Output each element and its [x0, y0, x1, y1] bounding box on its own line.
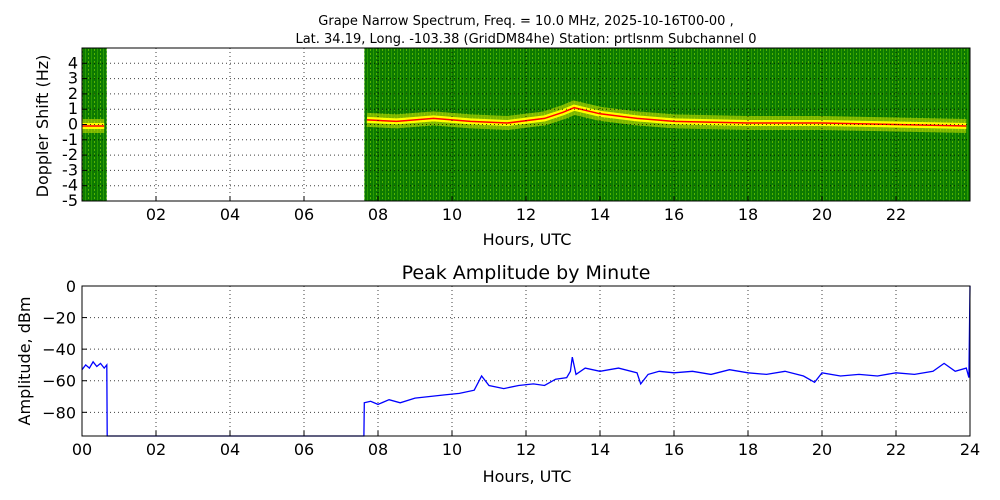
spectrogram-title-line2: Lat. 34.19, Long. -103.38 (GridDM84he) S…: [295, 32, 756, 47]
amplitude-x-tick-label: 08: [368, 440, 388, 459]
amplitude-y-tick-label: −20: [42, 309, 76, 328]
spectrogram-y-tick-label: -2: [62, 145, 78, 164]
spectrogram-x-tick-label: 22: [886, 205, 906, 224]
spectrogram-y-tick-label: -5: [62, 191, 78, 210]
spectrogram-x-tick-label: 20: [812, 205, 832, 224]
spectrogram-y-tick-label: 1: [68, 99, 78, 118]
spectrogram-x-tick-label: 06: [294, 205, 314, 224]
spectrogram-y-tick-label: 3: [68, 69, 78, 88]
amplitude-y-tick-label: −40: [42, 340, 76, 359]
spectrogram-data-gap: [106, 48, 365, 201]
amplitude-frame: [81, 285, 971, 437]
amplitude-x-tick-label: 14: [590, 440, 610, 459]
amplitude-x-tick-label: 06: [294, 440, 314, 459]
amplitude-x-tick-label: 22: [886, 440, 906, 459]
amplitude-title: Peak Amplitude by Minute: [402, 262, 651, 284]
spectrogram-x-tick-label: 12: [516, 205, 536, 224]
amplitude-x-tick-label: 02: [146, 440, 166, 459]
amplitude-x-tick-label: 10: [442, 440, 462, 459]
amplitude-x-tick-label: 00: [72, 440, 92, 459]
amplitude-x-tick-label: 04: [220, 440, 240, 459]
spectrogram-x-tick-label: 18: [738, 205, 758, 224]
spectrogram-x-axis-label: Hours, UTC: [483, 230, 572, 249]
spectrogram-y-tick-label: -3: [62, 160, 78, 179]
amplitude-y-tick-label: −80: [42, 403, 76, 422]
amplitude-x-tick-label: 24: [960, 440, 980, 459]
spectrogram-y-tick-label: -1: [62, 130, 78, 149]
spectrogram-y-tick-label: 0: [68, 115, 78, 134]
amplitude-x-tick-label: 12: [516, 440, 536, 459]
amplitude-y-axis-label: Amplitude, dBm: [15, 297, 34, 426]
spectrogram-x-tick-label: 16: [664, 205, 684, 224]
amplitude-x-tick-label: 16: [664, 440, 684, 459]
doppler-trace: [366, 106, 967, 127]
spectrogram-x-tick-label: 08: [368, 205, 388, 224]
spectrogram-x-tick-label: 02: [146, 205, 166, 224]
amplitude-y-tick-label: 0: [66, 277, 76, 296]
spectrogram-y-tick-label: 4: [68, 53, 78, 72]
spectrogram-x-tick-label: 10: [442, 205, 462, 224]
spectrogram-y-tick-label: 2: [68, 84, 78, 103]
spectrogram-title-line1: Grape Narrow Spectrum, Freq. = 10.0 MHz,…: [318, 14, 733, 29]
amplitude-panel: Peak Amplitude by Minute 00 02 04 06 08 10 12 1…: [15, 262, 980, 486]
amplitude-x-tick-label: 20: [812, 440, 832, 459]
amplitude-plot-area: 00 02 04 06 08 10 12 14 16 18 20 22 24 0 −20 −40 −60 −80: [42, 277, 980, 459]
spectrogram-x-tick-label: 04: [220, 205, 240, 224]
amplitude-series-line: [81, 285, 971, 437]
spectrogram-panel: Grape Narrow Spectrum, Freq. = 10.0 MHz,…: [33, 14, 971, 249]
amplitude-x-axis-label: Hours, UTC: [483, 467, 572, 486]
amplitude-x-tick-label: 18: [738, 440, 758, 459]
spectrogram-y-axis-label: Doppler Shift (Hz): [33, 55, 52, 198]
amplitude-y-tick-label: −60: [42, 372, 76, 391]
spectrogram-x-tick-label: 14: [590, 205, 610, 224]
spectrogram-y-tick-label: -4: [62, 176, 78, 195]
